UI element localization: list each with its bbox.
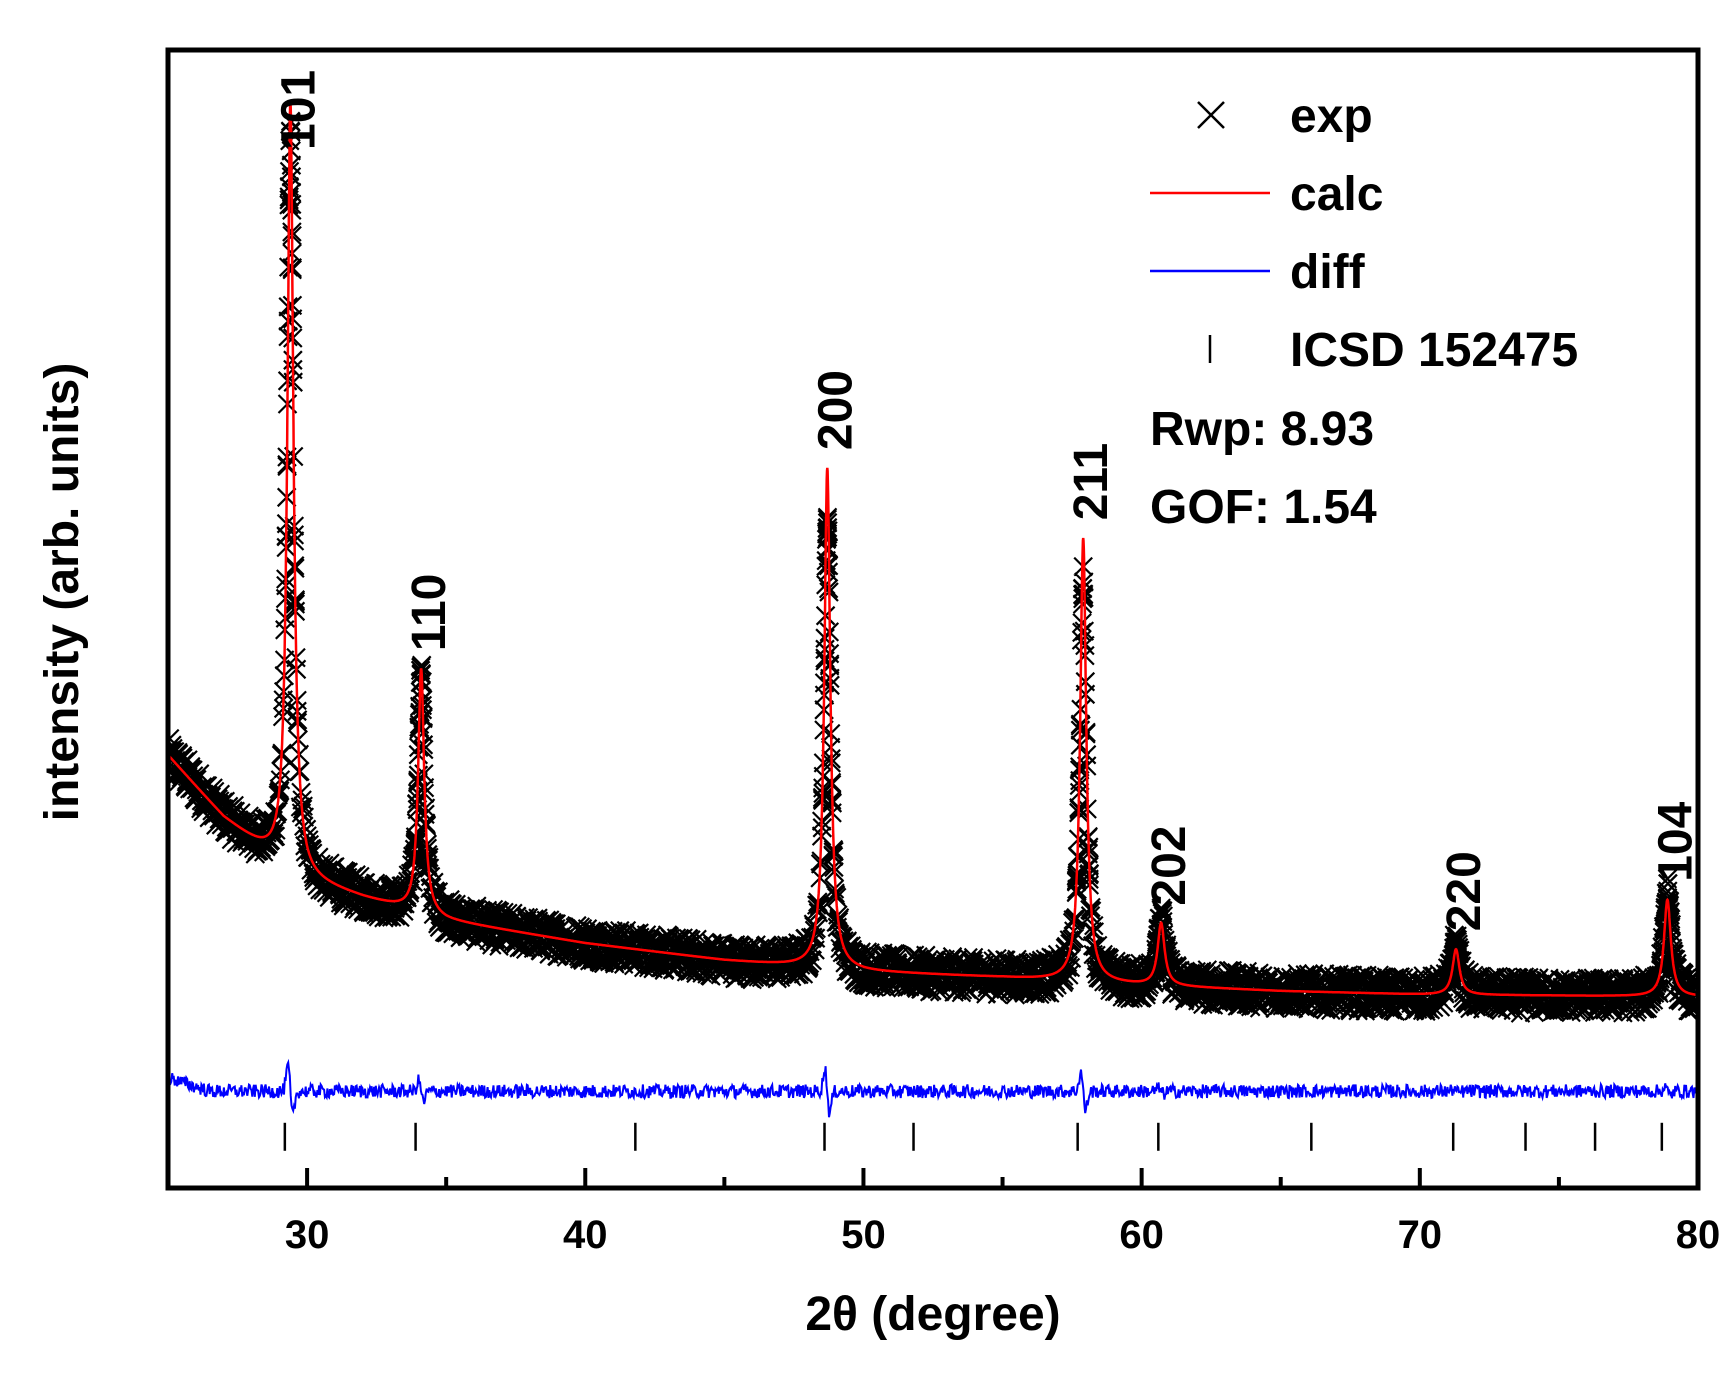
legend-label-calc: calc <box>1290 168 1383 221</box>
reference-ticks <box>283 1122 1664 1151</box>
plot-frame <box>165 47 1701 1191</box>
legend-label-exp: exp <box>1290 90 1373 143</box>
peak-label-220: 220 <box>1438 851 1491 931</box>
legend-label-diff: diff <box>1290 246 1366 299</box>
x-tick-label: 30 <box>285 1213 330 1257</box>
x-tick-label: 40 <box>563 1213 608 1257</box>
peak-label-200: 200 <box>809 370 862 450</box>
diff-line <box>168 1058 1698 1118</box>
y-axis-label: intensity (arb. units) <box>36 363 89 822</box>
peak-label-202: 202 <box>1143 826 1196 906</box>
fit-stat: GOF: 1.54 <box>1150 481 1377 534</box>
peak-label-211: 211 <box>1065 443 1118 520</box>
legend-label-ref: ICSD 152475 <box>1290 324 1578 377</box>
calc-line <box>168 102 1698 997</box>
peak-label-101: 101 <box>272 70 325 150</box>
plot-area: 101 110 200 211 202 220 104 <box>168 70 1702 1151</box>
peak-label-104: 104 <box>1649 801 1702 881</box>
legend: exp calc diff ICSD 152475 <box>1150 90 1578 377</box>
x-tick-label: 80 <box>1676 1213 1721 1257</box>
fit-statistics: Rwp: 8.93 GOF: 1.54 <box>1150 403 1377 534</box>
x-tick-label: 70 <box>1398 1213 1443 1257</box>
x-tick-label: 50 <box>841 1213 886 1257</box>
fit-stat: Rwp: 8.93 <box>1150 403 1374 456</box>
x-axis: 30 40 50 60 70 80 <box>166 1168 1721 1257</box>
x-tick-label: 60 <box>1119 1213 1164 1257</box>
x-axis-label: 2θ (degree) <box>805 1288 1060 1341</box>
plot-series-group <box>168 102 1698 1151</box>
peak-label-110: 110 <box>403 574 456 651</box>
legend-symbol-exp <box>1197 101 1225 129</box>
